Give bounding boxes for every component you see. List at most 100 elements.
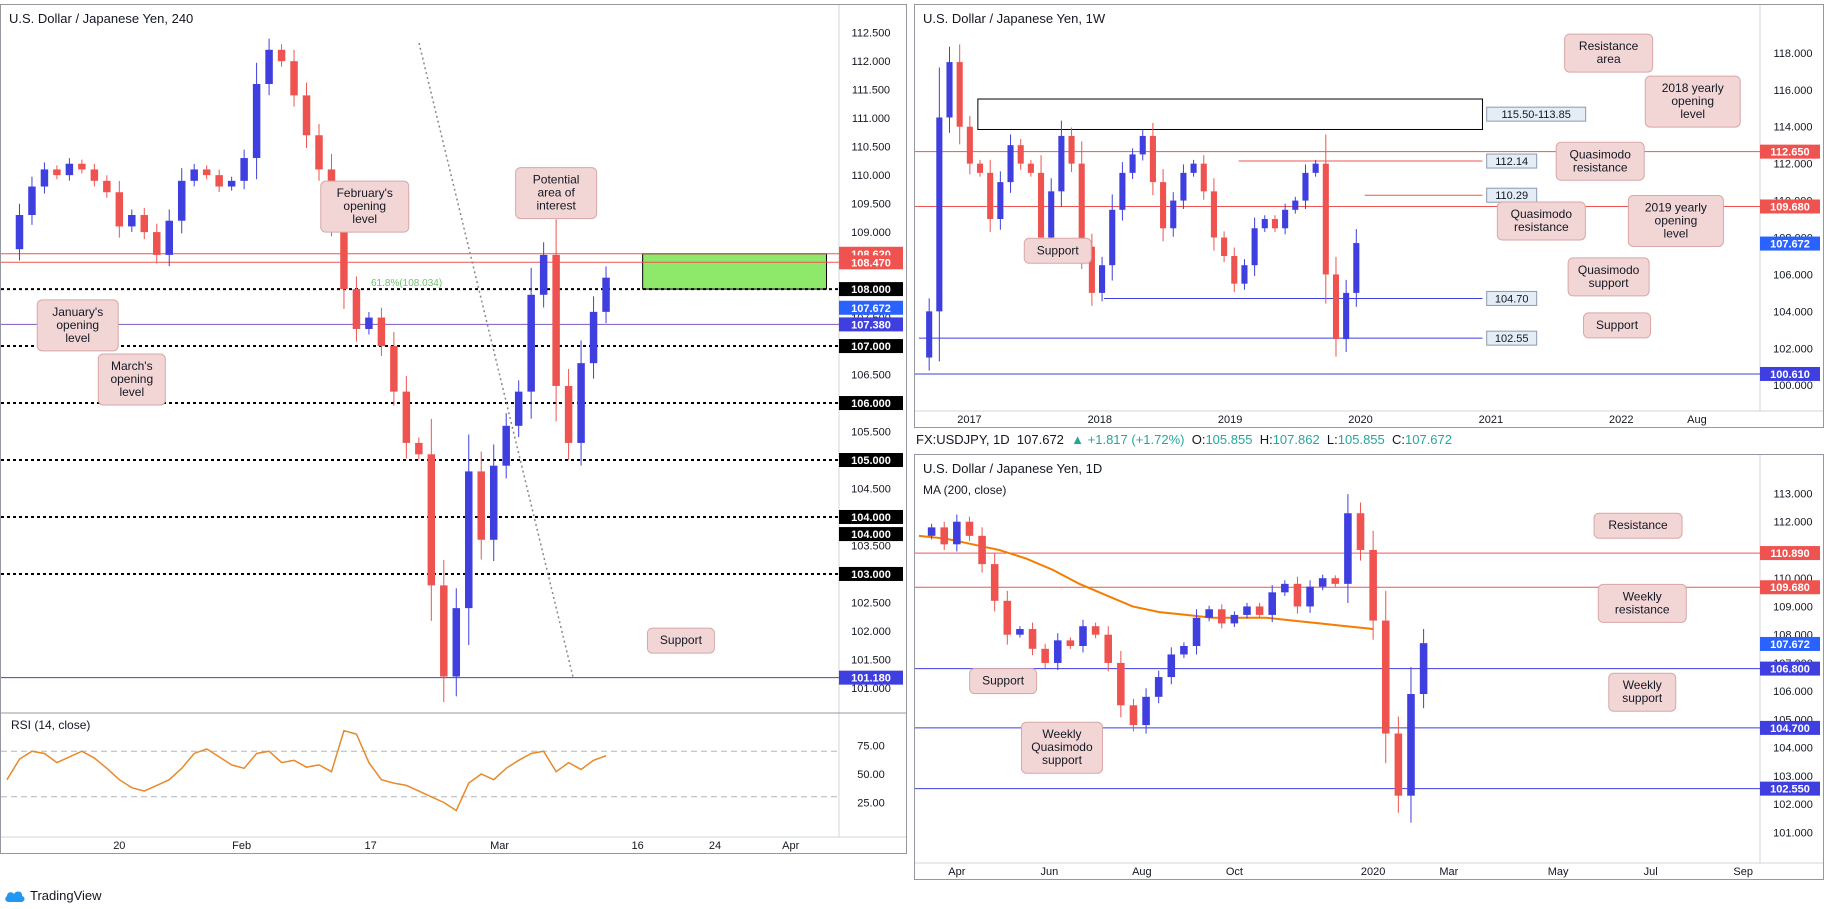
h4-callout-text: interest [536,199,576,213]
h4-callout-box [36,299,119,352]
w1-x-tick-label: Aug [1687,414,1707,426]
w1-candle-body [956,62,963,127]
w1-candle-body [1312,163,1319,173]
h4-level-price-box [839,339,903,354]
close-label: C: [1392,432,1405,447]
w1-candle-body [936,117,943,312]
d1-candle-body [1394,733,1403,796]
d1-candle-body [1167,654,1176,678]
h4-candle-body [290,61,298,96]
h4-candle-body [452,608,461,677]
h4-extra-price-box [839,527,903,542]
d1-y-tick-label: 112.000 [1774,517,1813,529]
h4-y-tick-label: 102.500 [851,597,891,609]
d1-candle-body [990,564,999,601]
w1-callout-box [1023,237,1092,264]
d1-last-price-text: 107.672 [1770,639,1810,651]
h4-callout-text: March's [111,359,153,373]
w1-y-tick-label: 112.000 [1774,159,1813,171]
tradingview-brand-text: TradingView [30,888,102,903]
h4-candle-body [40,169,49,187]
d1-candle-body [1066,640,1075,646]
w1-level-tag-text: 110.29 [1495,190,1528,202]
tradingview-logo[interactable]: TradingView [4,888,102,903]
d1-level-price-box [1760,661,1820,676]
w1-callout-box [1496,201,1586,241]
h4-candle-body [602,277,610,312]
h4-candle-body [190,169,198,181]
h4-candle-body [564,385,573,443]
w1-level-price-box [1760,366,1820,381]
d1-callout-box [1597,583,1687,623]
d1-candle-body [1154,677,1163,697]
d1-level-price-text: 102.550 [1770,784,1810,796]
d1-callout-text: Weekly [1042,727,1081,741]
daily-chart-svg[interactable]: 113.000112.000111.000110.000109.000108.0… [915,455,1823,879]
h4-candle-body [277,49,286,62]
d1-callout-text: support [1622,691,1663,705]
h4-candle-body [589,311,598,364]
h4-candle-body [78,163,86,170]
d1-callout-box [1593,512,1683,539]
h4-last-price-box [839,300,903,315]
h4-level-price-text: 108.620 [851,249,891,261]
h4-chart-svg[interactable]: 112.500 112.000 111.500 111.000 110.500 110.0… [1,5,906,853]
w1-level-price-box [1760,199,1820,214]
d1-candle-body [1331,578,1340,584]
d1-candle-body [1053,640,1062,663]
d1-candle-body [1117,662,1125,706]
d1-candle-body [1369,549,1377,621]
h4-callout-text: area of [537,186,575,200]
w1-candle-body [1160,182,1167,229]
h4-candle-body [527,294,535,392]
d1-candle-body [1142,696,1150,726]
daily-chart-panel[interactable]: U.S. Dollar / Japanese Yen, 1D MA (200, … [914,454,1824,880]
w1-candle-body [1210,191,1217,238]
w1-callout-text: Quasimodo [1570,147,1632,161]
h4-rsi-line [6,729,607,812]
h4-candle-body [252,83,261,159]
w1-candle-body [1322,163,1329,275]
w1-level-tag-text: 115.50-113.85 [1502,109,1571,121]
h4-y-tick-label: 103.500 [851,540,891,552]
h4-extra-price-text: 104.000 [851,529,891,541]
low-label: L: [1326,432,1338,447]
w1-candle-body [1353,243,1360,293]
w1-candle-body [1099,265,1106,293]
d1-candle-body [1091,626,1100,635]
d1-level-price-text: 106.800 [1770,664,1810,676]
h4-callout-text: level [65,331,90,345]
w1-callout-box [1583,312,1652,339]
h4-candle-body [227,180,236,187]
d1-level-price-box [1760,580,1820,595]
w1-candle-body [926,311,933,358]
h4-level-price-text: 108.470 [851,257,891,269]
h4-y-tick-label: 102.000 [851,626,891,638]
d1-callout-text: resistance [1615,602,1670,616]
d1-x-tick-label: Mar [1439,866,1458,878]
d1-callout-text: Weekly [1623,678,1662,692]
w1-last-price-box [1760,236,1820,251]
d1-y-tick-label: 106.000 [1773,686,1813,698]
w1-candle-body [1180,172,1187,201]
d1-x-tick-label: Oct [1226,866,1243,878]
h4-callout-box [515,167,598,220]
d1-level-price-box [1760,720,1820,735]
h4-candle-body [128,215,136,227]
h4-chart-panel[interactable]: U.S. Dollar / Japanese Yen, 240 112.500 1… [0,4,907,854]
d1-candle-body [1003,600,1012,635]
h4-candle-body [514,391,523,426]
h4-rsi-tick-label: 50.00 [857,769,885,781]
w1-y-tick-label: 118.000 [1774,48,1813,60]
d1-candle-body [927,527,936,536]
weekly-chart-svg[interactable]: 118.000116.000114.000112.000110.000108.0… [915,5,1823,427]
weekly-chart-panel[interactable]: U.S. Dollar / Japanese Yen, 1W 118.000 11… [914,4,1824,428]
h4-level-price-box [839,509,903,524]
w1-candle-body [1241,265,1248,284]
d1-candle-body [953,521,961,545]
h4-candle-body [489,465,498,540]
d1-candle-body [978,535,986,565]
w1-candle-body [1170,200,1177,229]
w1-callout-text: level [1664,226,1689,240]
w1-x-tick-label: 2021 [1479,414,1503,426]
